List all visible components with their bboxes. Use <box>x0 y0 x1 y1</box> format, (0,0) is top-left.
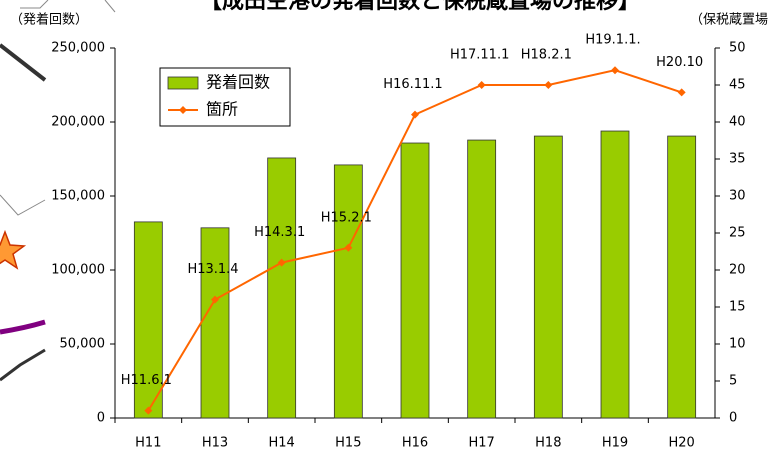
y-tick-label: 200,000 <box>51 115 105 130</box>
bar <box>600 130 630 419</box>
legend-label: 発着回数 <box>206 73 270 92</box>
x-tick-label: H13 <box>202 436 228 451</box>
y-tick-label: 150,000 <box>51 189 105 204</box>
legend-swatch <box>179 106 187 114</box>
bar <box>467 139 497 419</box>
y2-tick-label: 25 <box>729 226 746 241</box>
decoration <box>0 0 116 382</box>
y2-tick-label: 35 <box>729 152 746 167</box>
bar <box>267 157 297 419</box>
y2-tick-label: 45 <box>729 78 746 93</box>
y2-tick-label: 10 <box>729 337 746 352</box>
x-tick-label: H19 <box>602 436 628 451</box>
marker <box>144 406 153 415</box>
x-tick-label: H14 <box>269 436 295 451</box>
x-tick-label: H15 <box>335 436 361 451</box>
marker <box>477 81 486 89</box>
point-label: H18.2.1 <box>521 48 572 63</box>
x-tick-label: H16 <box>402 436 428 451</box>
y-tick-label: 100,000 <box>51 263 105 278</box>
y-tick-label: 0 <box>97 411 105 426</box>
point-label: H11.6.1 <box>121 373 172 388</box>
bar <box>533 135 563 419</box>
point-label: H19.1.1. <box>585 33 640 48</box>
x-tick-label: H20 <box>669 436 695 451</box>
point-label: H16.11.1 <box>383 77 442 92</box>
y2-tick-label: 30 <box>729 189 746 204</box>
chart-title: 【成田空港の発着回数と保税蔵置場の推移】 <box>200 0 640 14</box>
bar <box>400 142 430 419</box>
y2-tick-label: 50 <box>729 41 746 56</box>
point-label: H14.3.1 <box>254 225 305 240</box>
legend-label: 箇所 <box>206 100 238 119</box>
marker <box>344 243 353 252</box>
y-tick-label: 50,000 <box>60 337 106 352</box>
marker <box>677 88 686 97</box>
legend-swatch <box>167 76 199 90</box>
y2-tick-label: 20 <box>729 263 746 278</box>
bar <box>200 227 230 419</box>
y-axis-label: （発着回数） <box>10 12 88 28</box>
marker <box>411 110 419 119</box>
bar <box>333 164 363 419</box>
y2-axis-label: （保税蔵置場 <box>690 13 768 28</box>
point-label: H17.11.1 <box>450 48 509 63</box>
y2-tick-label: 0 <box>729 411 737 426</box>
marker <box>544 81 553 89</box>
marker <box>611 66 619 75</box>
y2-tick-label: 5 <box>729 374 737 389</box>
x-tick-label: H17 <box>469 436 495 451</box>
x-tick-label: H18 <box>535 436 561 451</box>
x-tick-label: H11 <box>135 436 161 451</box>
y2-tick-label: 15 <box>729 300 746 315</box>
bar <box>667 135 697 419</box>
point-label: H20.10 <box>656 55 703 70</box>
point-label: H13.1.4 <box>187 262 238 277</box>
y2-tick-label: 40 <box>729 115 746 130</box>
point-label: H15.2.1 <box>321 210 372 225</box>
bar <box>133 221 163 419</box>
marker <box>211 295 219 304</box>
marker <box>277 258 286 267</box>
y-tick-label: 250,000 <box>51 41 105 56</box>
